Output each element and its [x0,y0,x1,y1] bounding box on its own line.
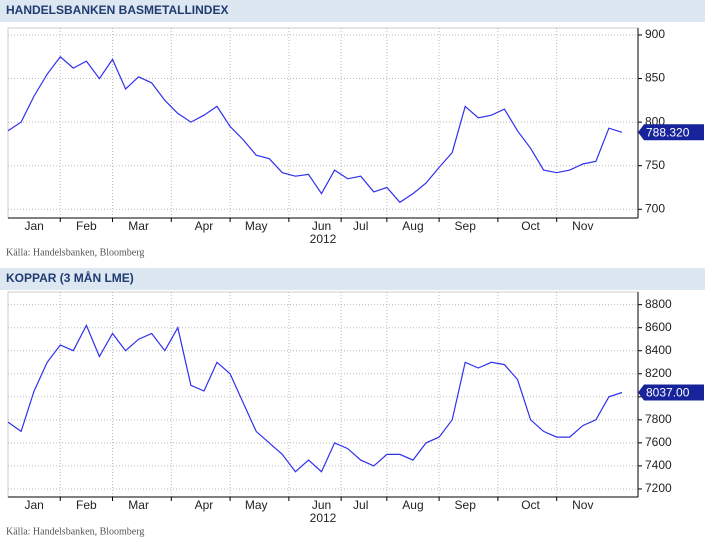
x-tick-label: Feb [76,219,97,233]
current-value-tag [638,384,704,401]
x-tick-label: May [245,219,268,233]
x-tick-label: Mar [128,498,149,512]
x-tick-label: Nov [572,219,593,233]
chart-title: KOPPAR (3 MÅN LME) [6,270,134,285]
x-tick-label: May [245,498,268,512]
y-tick-label: 700 [645,201,665,215]
y-tick-label: 8800 [645,297,672,311]
line-series [7,55,623,204]
y-tick-label: 7400 [645,458,672,472]
x-tick-label: Jan [24,498,43,512]
x-tick-label: Jun [312,498,331,512]
x-tick-label: Apr [195,219,214,233]
x-tick-label: Jul [353,219,368,233]
current-value-label: 788.320 [646,125,690,139]
header-band [0,268,705,290]
y-tick-label: 850 [645,71,665,85]
line-series [7,323,623,473]
y-tick-label: 8400 [645,343,672,357]
x-tick-label: Feb [76,498,97,512]
y-tick-label: 7600 [645,435,672,449]
current-value-tag [638,124,704,141]
current-value-label: 8037.00 [646,386,690,400]
source-note: Källa: Handelsbanken, Bloomberg [6,247,144,258]
chart-title: HANDELSBANKEN BASMETALLINDEX [6,3,228,17]
x-tick-label: Sep [455,219,477,233]
x-axis-label: 2012 [310,232,337,246]
x-tick-label: Aug [402,219,423,233]
y-tick-label: 7800 [645,412,672,426]
x-axis-label: 2012 [310,511,337,525]
y-tick-label: 900 [645,27,665,41]
x-tick-label: Jan [24,219,43,233]
x-tick-label: Sep [455,498,477,512]
y-tick-label: 750 [645,158,665,172]
x-tick-label: Mar [128,219,149,233]
plot-area [7,27,639,219]
x-tick-label: Nov [572,498,593,512]
x-tick-label: Apr [195,498,214,512]
x-tick-label: Jun [312,219,331,233]
x-tick-label: Oct [521,498,540,512]
x-tick-label: Jul [353,498,368,512]
x-tick-label: Oct [521,219,540,233]
source-note: Källa: Handelsbanken, Bloomberg [6,526,144,537]
x-tick-label: Aug [402,498,423,512]
y-tick-label: 8600 [645,320,672,334]
header-band [0,0,705,22]
y-tick-label: 8200 [645,366,672,380]
y-tick-label: 7200 [645,481,672,495]
